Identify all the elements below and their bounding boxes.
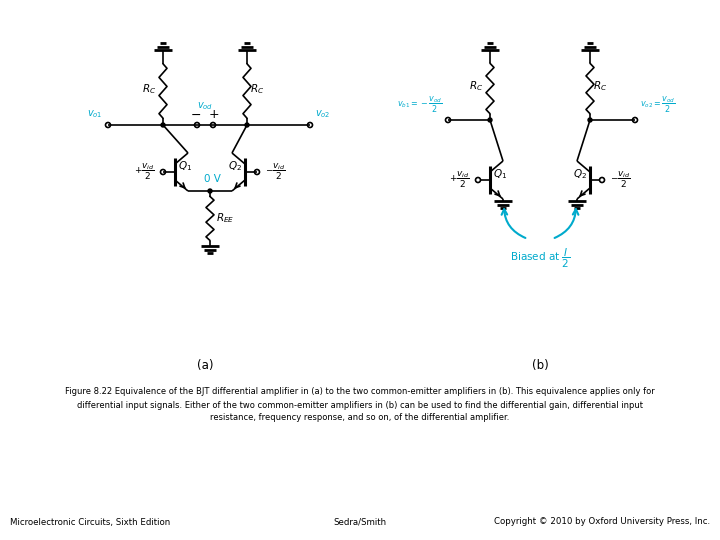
Text: $v_{b1}=-\dfrac{v_{od}}{2}$: $v_{b1}=-\dfrac{v_{od}}{2}$ [397, 95, 443, 115]
Text: Sedra/Smith: Sedra/Smith [333, 517, 387, 526]
Text: Figure 8.22 Equivalence of the BJT differential amplifier in (a) to the two comm: Figure 8.22 Equivalence of the BJT diffe… [65, 388, 655, 396]
Text: $v_{o2}=\dfrac{v_{od}}{2}$: $v_{o2}=\dfrac{v_{od}}{2}$ [640, 95, 676, 115]
Circle shape [208, 189, 212, 193]
Text: differential input signals. Either of the two common-emitter amplifiers in (b) c: differential input signals. Either of th… [77, 401, 643, 409]
Text: $R_C$: $R_C$ [250, 82, 264, 96]
Text: $Q_2$: $Q_2$ [228, 159, 242, 173]
Text: $+\dfrac{v_{id}}{2}$: $+\dfrac{v_{id}}{2}$ [134, 162, 155, 182]
Circle shape [588, 118, 592, 122]
Text: Microelectronic Circuits, Sixth Edition: Microelectronic Circuits, Sixth Edition [10, 517, 170, 526]
Text: $R_C$: $R_C$ [469, 79, 483, 93]
Text: $R_C$: $R_C$ [593, 79, 607, 93]
Text: $Q_1$: $Q_1$ [493, 167, 507, 181]
Text: $R_C$: $R_C$ [142, 82, 156, 96]
Text: $Q_1$: $Q_1$ [178, 159, 192, 173]
Circle shape [161, 123, 165, 127]
Text: Copyright © 2010 by Oxford University Press, Inc.: Copyright © 2010 by Oxford University Pr… [494, 517, 710, 526]
Text: $-$: $-$ [190, 108, 202, 121]
Text: $+$: $+$ [208, 108, 220, 121]
Text: (b): (b) [531, 359, 549, 372]
Text: $-\dfrac{v_{id}}{2}$: $-\dfrac{v_{id}}{2}$ [265, 162, 286, 182]
Text: (a): (a) [197, 359, 213, 372]
Text: $v_{o2}$: $v_{o2}$ [315, 108, 330, 120]
Text: 0 V: 0 V [204, 174, 220, 184]
Text: $v_{od}$: $v_{od}$ [197, 100, 213, 112]
Circle shape [245, 123, 249, 127]
Text: $R_{EE}$: $R_{EE}$ [216, 212, 235, 225]
Text: $Q_2$: $Q_2$ [573, 167, 587, 181]
Circle shape [488, 118, 492, 122]
Text: $+\dfrac{v_{id}}{2}$: $+\dfrac{v_{id}}{2}$ [449, 170, 470, 190]
Text: $v_{o1}$: $v_{o1}$ [87, 108, 103, 120]
Text: $-\dfrac{v_{id}}{2}$: $-\dfrac{v_{id}}{2}$ [610, 170, 631, 190]
Text: Biased at $\dfrac{I}{2}$: Biased at $\dfrac{I}{2}$ [510, 247, 570, 270]
Text: resistance, frequency response, and so on, of the differential amplifier.: resistance, frequency response, and so o… [210, 414, 510, 422]
